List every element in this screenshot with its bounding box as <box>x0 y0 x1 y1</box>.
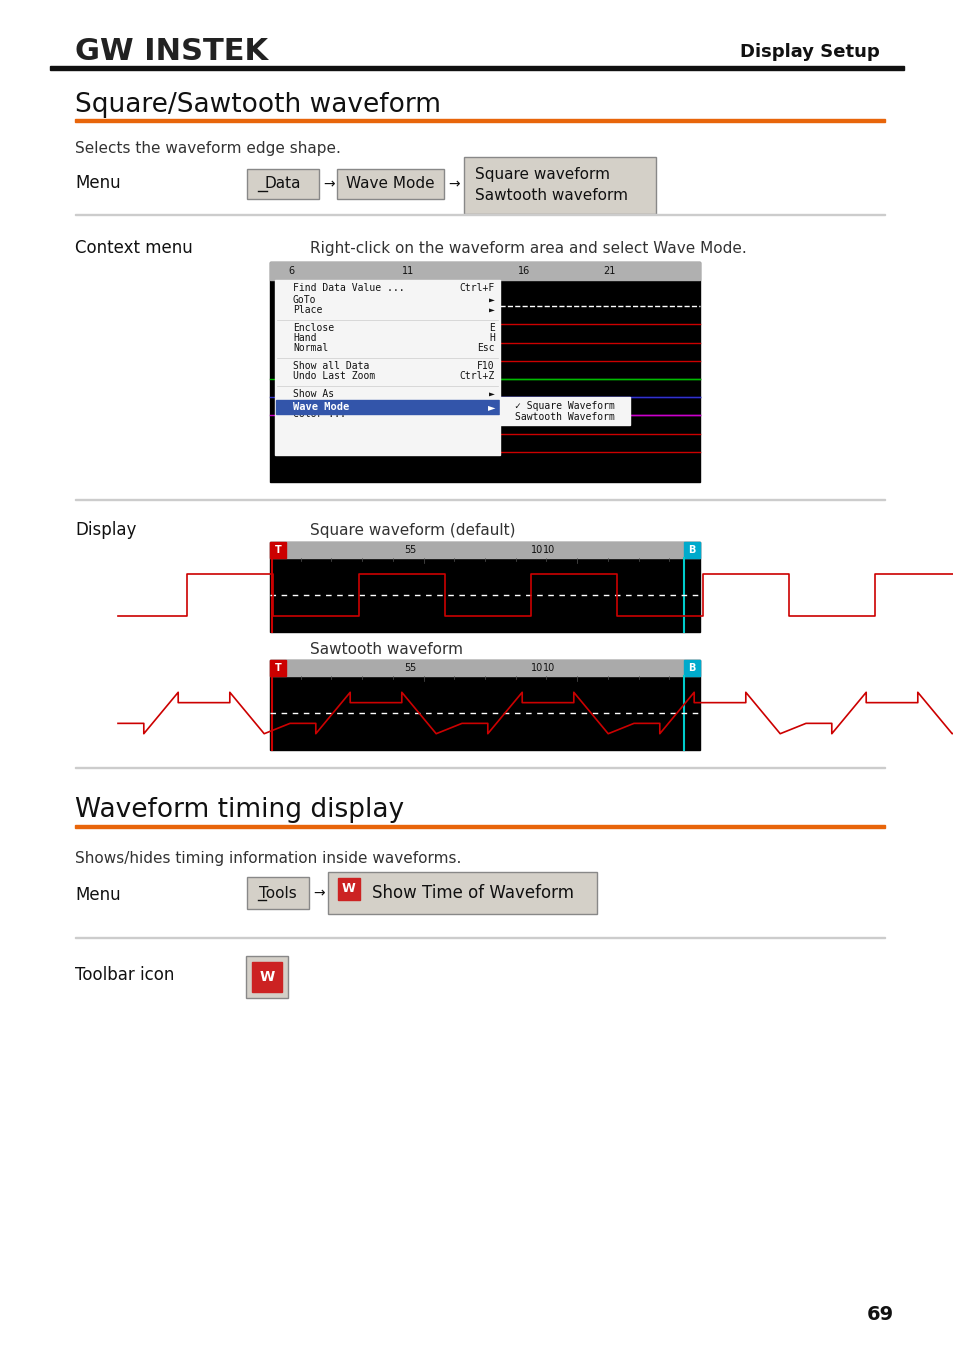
Text: Ctrl+F: Ctrl+F <box>459 284 495 293</box>
Bar <box>270 262 700 279</box>
Text: Toolbar icon: Toolbar icon <box>75 967 174 984</box>
Text: Normal: Normal <box>293 343 328 352</box>
Text: T: T <box>274 545 281 555</box>
Text: 5: 5 <box>404 663 411 674</box>
Text: Sawtooth waveform: Sawtooth waveform <box>475 189 627 204</box>
Bar <box>270 660 700 751</box>
Text: Undo Last Zoom: Undo Last Zoom <box>293 371 375 381</box>
Text: Ctrl+Z: Ctrl+Z <box>459 371 495 381</box>
Text: 6: 6 <box>288 266 294 275</box>
Text: ►: ► <box>489 389 495 400</box>
Text: →: → <box>313 886 324 900</box>
Bar <box>274 279 499 455</box>
Text: 16: 16 <box>517 266 529 275</box>
Text: Context menu: Context menu <box>75 239 193 256</box>
Text: B: B <box>688 545 695 555</box>
Text: W: W <box>259 971 274 984</box>
Text: Esc: Esc <box>476 343 495 352</box>
Text: Square/Sawtooth waveform: Square/Sawtooth waveform <box>75 92 440 117</box>
Text: GoTo: GoTo <box>293 296 316 305</box>
FancyBboxPatch shape <box>463 157 656 215</box>
Text: Show Time of Waveform: Show Time of Waveform <box>372 884 574 902</box>
Bar <box>683 660 700 676</box>
Text: Waveform timing display: Waveform timing display <box>75 796 404 824</box>
Bar <box>270 541 700 632</box>
Text: Hand: Hand <box>293 333 316 343</box>
Text: Square waveform: Square waveform <box>475 167 609 182</box>
Text: 5: 5 <box>408 545 415 555</box>
Text: B: B <box>688 663 695 674</box>
Text: Wave Mode: Wave Mode <box>346 177 435 192</box>
Text: 5: 5 <box>408 663 415 674</box>
Text: Show all Data: Show all Data <box>293 360 369 371</box>
Bar <box>270 660 700 676</box>
Text: W: W <box>342 883 355 895</box>
Text: Square waveform (default): Square waveform (default) <box>310 522 515 537</box>
Text: F10: F10 <box>476 360 495 371</box>
Bar <box>683 541 700 558</box>
Text: 21: 21 <box>603 266 616 275</box>
Text: E: E <box>489 323 495 333</box>
Text: Data: Data <box>265 177 301 192</box>
FancyBboxPatch shape <box>246 956 288 998</box>
Text: Wave Mode: Wave Mode <box>293 402 349 412</box>
Text: ►: ► <box>487 402 495 412</box>
Bar <box>75 825 884 828</box>
FancyBboxPatch shape <box>336 169 443 198</box>
Text: 5: 5 <box>404 545 411 555</box>
Text: 10: 10 <box>543 545 555 555</box>
FancyBboxPatch shape <box>247 169 318 198</box>
Text: ►: ► <box>489 296 495 305</box>
Bar <box>275 400 498 414</box>
Text: GW INSTEK: GW INSTEK <box>75 38 268 66</box>
Text: 10: 10 <box>543 663 555 674</box>
Text: 69: 69 <box>865 1305 893 1324</box>
Bar <box>75 119 884 122</box>
Text: 10: 10 <box>530 663 542 674</box>
Text: →: → <box>323 177 335 190</box>
Text: →: → <box>448 177 459 190</box>
Text: 11: 11 <box>401 266 414 275</box>
Text: Sawtooth Waveform: Sawtooth Waveform <box>515 412 615 423</box>
Text: Find Data Value ...: Find Data Value ... <box>293 284 404 293</box>
Text: Display: Display <box>75 521 136 539</box>
Bar <box>270 660 286 676</box>
Text: Menu: Menu <box>75 886 120 904</box>
Bar <box>252 963 282 992</box>
Text: Sawtooth waveform: Sawtooth waveform <box>310 643 462 657</box>
Text: H: H <box>489 333 495 343</box>
Bar <box>270 541 700 558</box>
FancyBboxPatch shape <box>328 872 597 914</box>
Bar <box>50 66 903 70</box>
Text: Enclose: Enclose <box>293 323 334 333</box>
Text: Place: Place <box>293 305 322 315</box>
Text: Right-click on the waveform area and select Wave Mode.: Right-click on the waveform area and sel… <box>310 240 746 255</box>
Text: ►: ► <box>489 305 495 315</box>
Bar <box>270 541 286 558</box>
Text: ✓ Square Waveform: ✓ Square Waveform <box>515 401 615 410</box>
Text: Show As: Show As <box>293 389 334 400</box>
Bar <box>270 262 700 482</box>
Text: Tools: Tools <box>259 886 296 900</box>
Bar <box>337 878 359 900</box>
Text: T: T <box>274 663 281 674</box>
Text: Selects the waveform edge shape.: Selects the waveform edge shape. <box>75 140 340 155</box>
Text: Shows/hides timing information inside waveforms.: Shows/hides timing information inside wa… <box>75 850 461 865</box>
Text: Color ...: Color ... <box>293 409 346 418</box>
Text: Menu: Menu <box>75 174 120 192</box>
Bar <box>499 397 629 425</box>
FancyBboxPatch shape <box>247 878 309 909</box>
Text: Display Setup: Display Setup <box>740 43 879 61</box>
Text: 10: 10 <box>530 545 542 555</box>
